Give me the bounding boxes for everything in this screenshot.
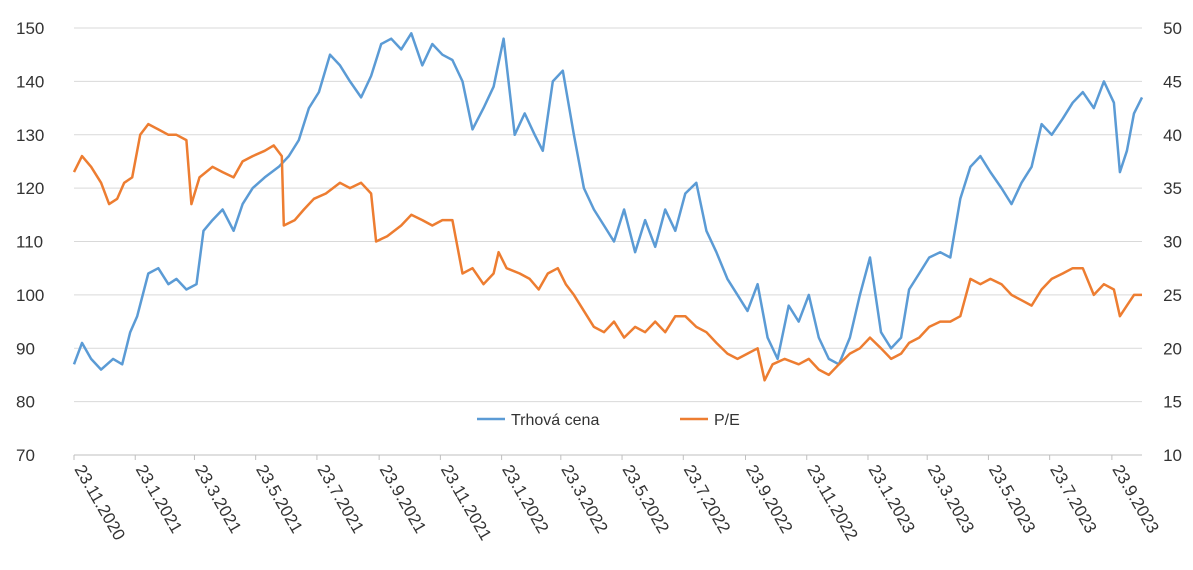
x-axis-ticks: 23.11.2020 23.1.2021 23.3.2021 23.5.2021 23.… (71, 455, 1163, 544)
x-tick-label: 23.7.2021 (313, 462, 367, 537)
x-tick-label: 23.3.2021 (191, 462, 245, 537)
x-tick-label: 23.9.2021 (376, 462, 430, 537)
x-tick-label: 23.1.2022 (498, 462, 552, 537)
x-tick-label: 23.3.2023 (924, 462, 978, 537)
x-tick-label: 23.11.2020 (71, 462, 129, 544)
x-tick-label: 23.5.2022 (619, 462, 673, 537)
x-tick-label: 23.11.2022 (803, 462, 861, 544)
y-right-tick-label: 35 (1163, 179, 1182, 198)
y-left-tick-label: 90 (16, 339, 35, 358)
y-right-tick-label: 50 (1163, 19, 1182, 38)
y-right-tick-label: 25 (1163, 286, 1182, 305)
legend-label: Trhová cena (511, 412, 599, 429)
y-right-tick-label: 20 (1163, 339, 1182, 358)
y-right-tick-label: 15 (1163, 393, 1182, 412)
y-left-tick-label: 100 (16, 286, 44, 305)
x-tick-label: 23.5.2023 (985, 462, 1039, 537)
x-tick-label: 23.9.2023 (1108, 462, 1162, 537)
x-tick-label: 23.5.2021 (252, 462, 306, 537)
y-left-tick-label: 110 (16, 233, 43, 252)
series-line (72, 122, 1142, 382)
y-right-tick-label: 30 (1163, 233, 1182, 252)
legend: Trhová cena P/E (477, 412, 740, 429)
y-right-tick-label: 10 (1163, 446, 1182, 465)
left-axis-ticks: 70 80 90 100 110 120 130 140 150 (16, 19, 44, 465)
x-tick-label: 23.1.2021 (132, 462, 186, 537)
x-tick-label: 23.7.2023 (1046, 462, 1100, 537)
y-left-tick-label: 140 (16, 72, 44, 91)
series-lines (72, 32, 1144, 382)
y-left-tick-label: 120 (16, 179, 44, 198)
y-right-tick-label: 40 (1163, 126, 1182, 145)
y-left-tick-label: 70 (16, 446, 35, 465)
y-left-tick-label: 150 (16, 19, 44, 38)
x-tick-label: 23.9.2022 (742, 462, 796, 537)
x-tick-label: 23.1.2023 (865, 462, 919, 537)
right-axis-ticks: 10 15 20 25 30 35 40 45 50 (1163, 19, 1182, 465)
y-left-tick-label: 130 (16, 126, 44, 145)
gridlines (74, 27, 1142, 403)
y-left-tick-label: 80 (16, 393, 35, 412)
x-tick-label: 23.11.2021 (437, 462, 495, 544)
y-right-tick-label: 45 (1163, 72, 1182, 91)
x-tick-label: 23.3.2022 (557, 462, 611, 537)
legend-label: P/E (714, 412, 740, 429)
series-line (72, 32, 1144, 371)
x-tick-label: 23.7.2022 (680, 462, 734, 537)
